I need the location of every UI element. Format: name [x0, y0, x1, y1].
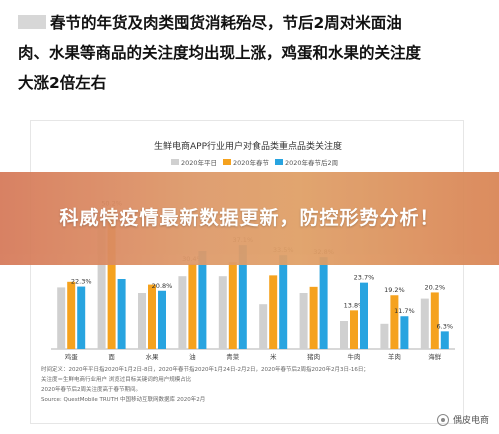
- chart-bar: [117, 279, 126, 349]
- data-label: 11.7%: [394, 307, 415, 315]
- chart-bar: [269, 275, 278, 349]
- chart-bar: [350, 310, 358, 349]
- watermark-text: 偶皮电商: [452, 416, 489, 426]
- chart-bar: [138, 293, 146, 349]
- banner-title[interactable]: 科威特疫情最新数据更新，防控形势分析！: [59, 207, 440, 229]
- data-label: 20.8%: [152, 282, 173, 290]
- chart-bar: [107, 208, 116, 349]
- chart-bar: [238, 245, 247, 349]
- chart-bar: [279, 255, 288, 349]
- headline-banner[interactable]: 科威特疫情最新数据更新，防控形势分析！: [0, 172, 499, 265]
- chart-bar: [340, 321, 348, 349]
- x-tick-label: 米: [270, 352, 277, 361]
- chart-bar: [148, 284, 156, 349]
- legend-label: 2020年春节: [233, 158, 270, 167]
- x-tick-label: 羊肉: [388, 352, 401, 361]
- blurred-text: [18, 15, 46, 29]
- chart-bar: [390, 295, 399, 349]
- wechat-logo-icon: [436, 413, 449, 426]
- chart-bar: [97, 211, 106, 349]
- chart-bar: [299, 293, 308, 349]
- x-tick-label: 青菜: [226, 352, 240, 361]
- chart-bar: [430, 292, 439, 349]
- chart-bar: [259, 304, 268, 349]
- footnote: 2020年春节后2周关注度高于春节期间。: [41, 385, 141, 393]
- legend-label: 2020年春节后2周: [285, 158, 338, 167]
- chart-bar: [360, 282, 368, 349]
- bar-chart: 生鲜电商APP行业用户对食品类重点品类关注度 2020年平日 2020年春节 2020…: [41, 140, 455, 403]
- chart-bar: [178, 276, 187, 349]
- chart-bar: [400, 316, 409, 349]
- article-line-1: 春节的年货及肉类囤货消耗殆尽，节后2周对米面油: [18, 8, 492, 38]
- chart-bar: [67, 281, 76, 349]
- footnote: 时间定义：2020年平日指2020年1月2日-8日，2020年春节指2020年1…: [41, 365, 369, 373]
- chart-bar: [440, 331, 449, 349]
- article-line-2: 肉、水果等商品的关注度均出现上涨，鸡蛋和水果的关注度: [18, 44, 422, 62]
- legend-label: 2020年平日: [181, 158, 217, 167]
- legend-swatch: [171, 159, 179, 165]
- x-tick-label: 水果: [146, 352, 160, 361]
- article-line-3: 大涨2倍左右: [18, 74, 107, 92]
- x-tick-label: 油: [189, 352, 196, 361]
- x-tick-label: 海鲜: [428, 352, 442, 361]
- data-label: 20.2%: [424, 283, 445, 291]
- chart-bar: [198, 251, 207, 349]
- chart-bar: [218, 276, 227, 349]
- footnote: 关注度＝生鲜电商行业用户 浏览过目标关键词的用户规模占比: [41, 375, 192, 383]
- x-tick-label: 鸡蛋: [65, 352, 79, 361]
- x-tick-label: 面: [108, 353, 115, 361]
- data-label: 22.3%: [71, 278, 92, 286]
- chart-title: 生鲜电商APP行业用户对食品类重点品类关注度: [154, 140, 342, 152]
- watermark: 偶皮电商: [436, 413, 489, 426]
- chart-bar: [188, 263, 197, 349]
- legend-swatch: [223, 159, 231, 165]
- chart-bar: [77, 286, 86, 349]
- chart-bar: [57, 287, 66, 349]
- x-tick-label: 牛肉: [348, 352, 361, 361]
- data-label: 23.7%: [354, 274, 375, 282]
- legend-swatch: [275, 159, 283, 165]
- data-label: 19.2%: [384, 286, 405, 294]
- footnote: Source: QuestMobile TRUTH 中国移动互联网数据库 202…: [41, 395, 205, 403]
- chart-bar: [228, 262, 237, 349]
- chart-bar: [319, 257, 328, 349]
- chart-bar: [380, 323, 389, 349]
- chart-figure: 生鲜电商APP行业用户对食品类重点品类关注度 2020年平日 2020年春节 2020…: [30, 120, 464, 424]
- chart-bar: [420, 298, 429, 349]
- chart-bar: [158, 290, 166, 349]
- data-label: 13.8%: [344, 301, 365, 309]
- article-paragraph: 春节的年货及肉类囤货消耗殆尽，节后2周对米面油 肉、水果等商品的关注度均出现上涨…: [18, 8, 492, 98]
- chart-bar: [309, 286, 318, 349]
- x-tick-label: 猪肉: [307, 352, 320, 361]
- data-label: 6.3%: [437, 322, 454, 330]
